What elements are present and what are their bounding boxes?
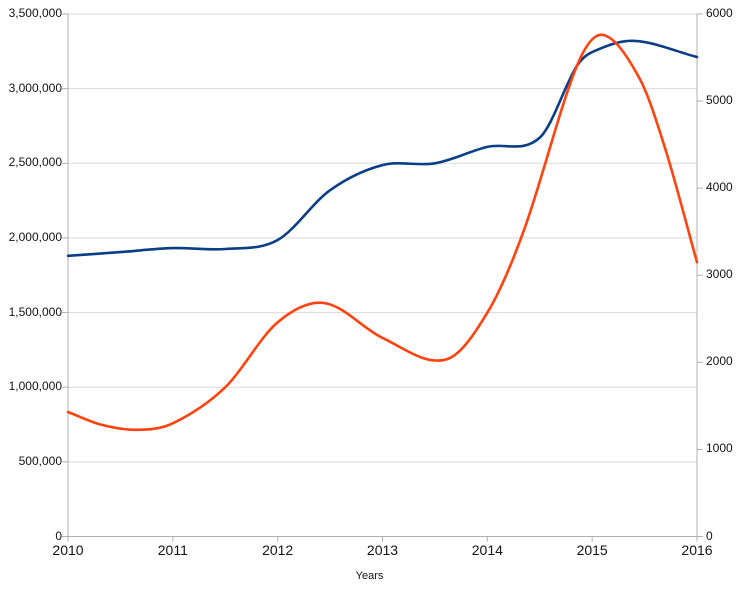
- series-lines: [66, 33, 699, 432]
- y-left-tick-label: 3,500,000: [8, 6, 62, 20]
- y-right-tick-label: 3000: [706, 267, 733, 282]
- y-left-tick-label: 2,000,000: [8, 229, 62, 244]
- blue-series-line: [66, 39, 699, 258]
- y-left-tick-label: 1,500,000: [8, 304, 62, 319]
- y-right-tick-label: 5000: [706, 93, 733, 108]
- y-left-tick-label: 2,500,000: [8, 155, 62, 170]
- y-left-tick-label: 500,000: [18, 453, 62, 468]
- x-tick-label: 2016: [681, 542, 713, 558]
- y-right-tick-label: 4000: [706, 180, 733, 195]
- y-left-tick-label: 0: [55, 528, 62, 543]
- y-left-tick-label: 1,000,000: [8, 379, 62, 394]
- axis-lines: [67, 14, 698, 537]
- x-tick-label: 2015: [576, 542, 608, 558]
- x-tick-label: 2014: [471, 542, 503, 558]
- y-right-tick-label: 6000: [706, 6, 733, 20]
- x-axis-title: Years: [355, 570, 384, 582]
- tick-marks: [62, 13, 703, 542]
- y-right-tick-label: 0: [706, 528, 713, 543]
- y-right-tick-label: 2000: [706, 354, 733, 369]
- x-tick-label: 2011: [157, 542, 188, 558]
- x-tick-label: 2013: [366, 542, 399, 558]
- y-right-tick-label: 1000: [706, 441, 733, 456]
- red-series-line: [66, 33, 699, 432]
- y-left-tick-label: 3,000,000: [8, 80, 62, 95]
- gridlines: [68, 13, 697, 537]
- x-tick-label: 2012: [262, 542, 294, 558]
- x-tick-label: 2010: [52, 542, 84, 558]
